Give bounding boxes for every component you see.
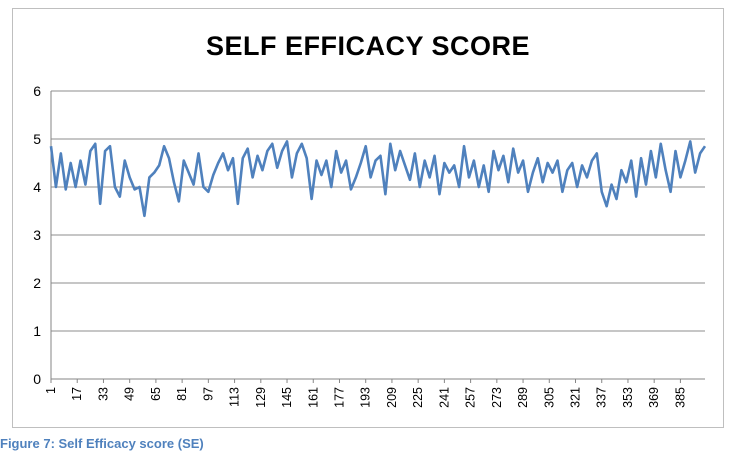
x-tick-label: 97 [201, 387, 215, 401]
x-tick-label: 353 [621, 387, 635, 408]
series-line-0 [49, 140, 707, 218]
x-tick-label: 65 [149, 387, 163, 401]
x-tick-label: 193 [359, 387, 373, 408]
series-layer [49, 140, 707, 218]
y-axis-ticks: 0 1 2 3 4 5 6 [33, 83, 41, 387]
x-tick-label: 1 [44, 387, 58, 394]
y-tick-label: 0 [33, 371, 41, 387]
x-tick-label: 385 [673, 387, 687, 408]
x-tick-label: 337 [595, 387, 609, 408]
chart-title: SELF EFFICACY SCORE [205, 31, 531, 61]
x-tick-label: 369 [647, 387, 661, 408]
x-axis-ticks: 1 17 33 49 65 81 97 113 129 145 161 177 193 209 225 241… [44, 379, 687, 408]
x-tick-label: 81 [175, 387, 189, 401]
y-tick-label: 4 [33, 179, 41, 195]
x-tick-label: 321 [569, 387, 583, 408]
y-tick-label: 1 [33, 323, 41, 339]
x-tick-label: 177 [332, 387, 346, 408]
x-tick-label: 225 [411, 387, 425, 408]
figure-caption: Figure 7: Self Efficacy score (SE) [0, 436, 204, 451]
x-tick-label: 161 [306, 387, 320, 408]
y-tick-label: 2 [33, 275, 41, 291]
x-tick-label: 17 [70, 387, 84, 401]
x-tick-label: 273 [490, 387, 504, 408]
x-tick-label: 241 [437, 387, 451, 408]
x-tick-label: 113 [228, 387, 242, 407]
x-tick-label: 145 [280, 387, 294, 408]
x-tick-label: 49 [123, 387, 137, 401]
x-tick-label: 305 [542, 387, 556, 408]
x-tick-label: 257 [464, 387, 478, 408]
x-tick-label: 33 [96, 387, 110, 401]
x-tick-label: 209 [385, 387, 399, 408]
x-tick-label: 289 [516, 387, 530, 408]
gridlines [50, 90, 705, 380]
x-tick-label: 129 [254, 387, 268, 408]
y-tick-label: 6 [33, 83, 41, 99]
y-tick-label: 3 [33, 227, 41, 243]
y-tick-label: 5 [33, 131, 41, 147]
